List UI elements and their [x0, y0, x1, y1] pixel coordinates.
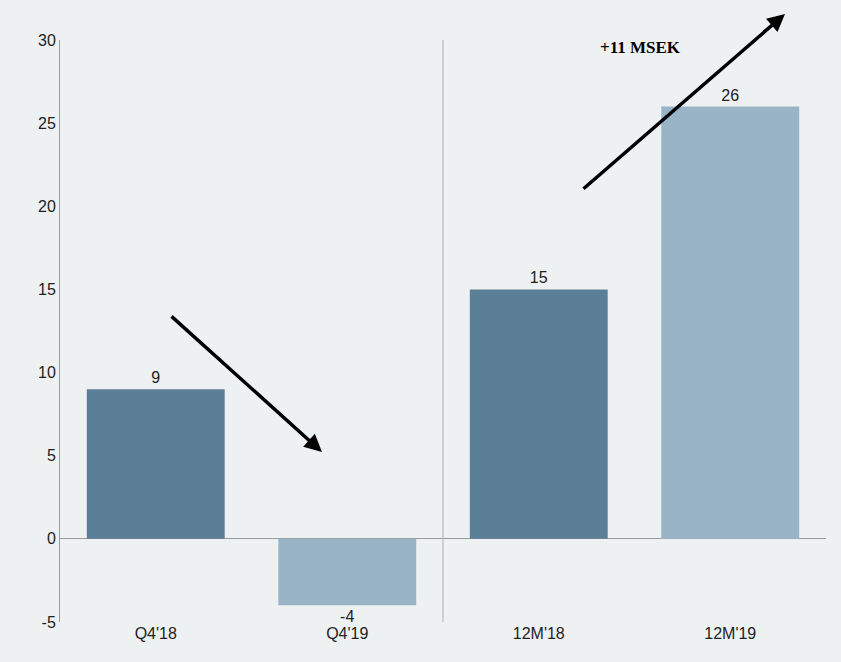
svg-text:25: 25 [38, 115, 56, 132]
svg-text:0: 0 [47, 530, 56, 547]
svg-text:12M'18: 12M'18 [513, 625, 565, 642]
svg-text:Q4'19: Q4'19 [326, 625, 368, 642]
svg-text:20: 20 [38, 198, 56, 215]
svg-text:5: 5 [47, 447, 56, 464]
svg-text:15: 15 [38, 281, 56, 298]
svg-text:-4: -4 [340, 608, 354, 625]
svg-text:Q4'18: Q4'18 [135, 625, 177, 642]
svg-text:+11 MSEK: +11 MSEK [600, 38, 681, 57]
svg-text:30: 30 [38, 32, 56, 49]
svg-text:10: 10 [38, 364, 56, 381]
svg-text:9: 9 [151, 369, 160, 386]
svg-text:12M'19: 12M'19 [704, 625, 756, 642]
svg-text:-5: -5 [42, 614, 56, 631]
svg-text:15: 15 [530, 269, 548, 286]
svg-text:26: 26 [721, 87, 739, 104]
